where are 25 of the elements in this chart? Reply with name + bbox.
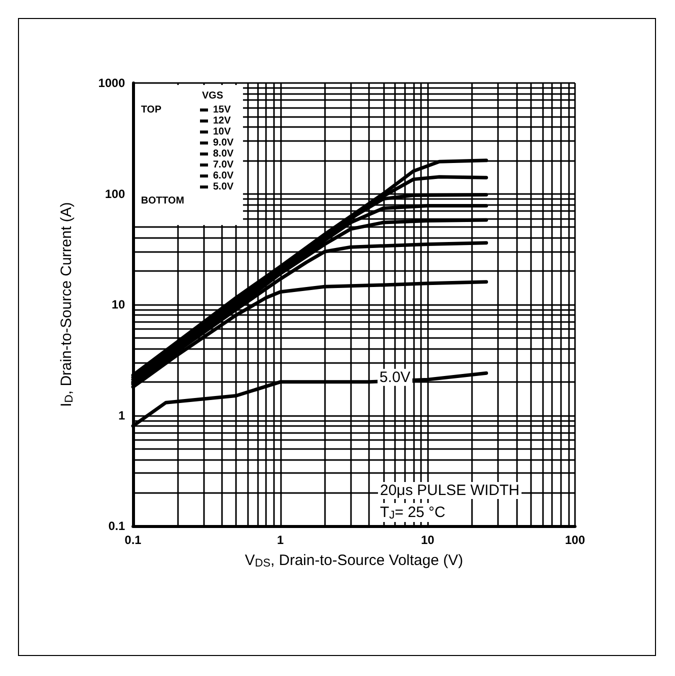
x-axis-title: VDS, Drain-to-Source Voltage (V) — [244, 552, 464, 570]
y-tick-label: 10 — [112, 298, 126, 312]
legend-label: 6.0V — [213, 170, 234, 182]
legend-label: 7.0V — [213, 160, 234, 170]
annotation: TOP — [141, 104, 162, 116]
y-tick-label: 1000 — [98, 76, 126, 90]
annotation: 20μs PULSE WIDTH — [380, 482, 520, 499]
legend-label: 8.0V — [213, 148, 234, 160]
x-tick-label: 100 — [564, 533, 586, 547]
x-tick-label: 1 — [276, 533, 284, 547]
legend-label: 12V — [213, 116, 232, 126]
legend-label: 15V — [213, 104, 232, 116]
legend-label: 10V — [213, 126, 232, 138]
y-tick-label: 0.1 — [108, 519, 126, 533]
y-tick-label: 100 — [104, 186, 126, 201]
annotation: TJ= 25 °C — [380, 504, 446, 522]
y-tick-label: 1 — [118, 408, 126, 422]
x-tick-label: 0.1 — [124, 533, 142, 547]
legend-label: 5.0V — [213, 182, 234, 192]
legend-label: 9.0V — [213, 138, 234, 148]
annotation: BOTTOM — [141, 196, 184, 206]
legend-title: VGS — [202, 90, 224, 102]
x-tick-label: 10 — [420, 533, 435, 547]
annotation: 5.0V — [380, 368, 410, 386]
y-axis-title: ID, Drain-to-Source Current (A) — [58, 202, 76, 407]
